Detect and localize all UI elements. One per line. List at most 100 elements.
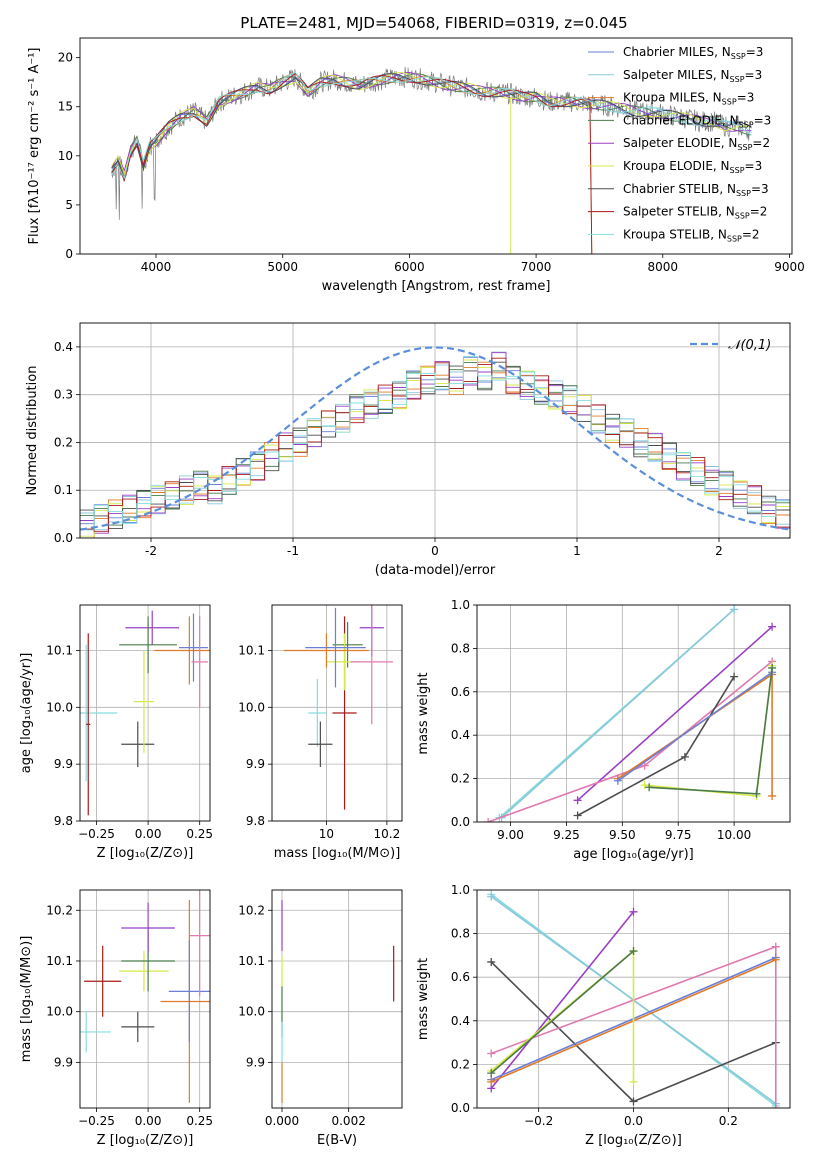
x-tick-label: -2 [145,544,157,558]
x-tick-label: −0.2 [524,1114,553,1128]
model-spectrum [111,73,752,180]
y-tick-label: 9.9 [246,757,265,771]
y-tick-label: 0.0 [54,531,73,545]
axes-frame [79,604,211,822]
x-axis-label: Z [log₁₀(Z/Z⊙)] [585,1133,682,1148]
model-spectrum [111,72,593,254]
legend-suffix: =3 [745,68,763,82]
x-tick-label: 10 [319,827,334,841]
y-tick-label: 10.0 [46,700,73,714]
weight-point-marker [768,791,777,800]
axes-frame [79,322,791,539]
y-tick-label: 9.8 [246,814,265,828]
plot-area [80,890,210,1108]
legend-suffix: =3 [754,113,772,127]
y-tick-label: 0.1 [54,483,73,497]
panel-mass-vs-ebv: 0.000 0.002 9.9 10.0 10.1 10.2 E(B-V) [238,889,403,1148]
weight-point-marker [487,957,496,966]
plot-area [272,605,402,821]
panel-weight-vs-Z: −0.2 0.0 0.2 0.0 0.2 0.4 0.6 0.8 1.0 Z [log₁₀(Z/Z… [416,883,791,1148]
legend-entry: Salpeter MILES, NSSP=3 [623,68,762,84]
x-axis-label: mass [log₁₀(M/M⊙)] [274,846,401,861]
legend-label: Salpeter STELIB, N [623,205,735,219]
x-axis-label: Z [log₁₀(Z/Z⊙)] [97,1133,194,1148]
weight-point-marker [613,776,622,785]
y-tick-label: 0.8 [451,927,470,941]
weight-point-marker [771,955,780,964]
weight-point-marker [645,783,654,792]
legend-suffix: =3 [751,182,769,196]
legend-sub: SSP [737,143,752,152]
legend-entry: 𝒩(0,1) [728,338,771,353]
legend-label: Kroupa ELODIE, N [623,159,730,173]
legend-sub: SSP [736,189,751,198]
legend-label: Chabrier MILES, N [623,45,731,59]
figure-title: PLATE=2481, MJD=54068, FIBERID=0319, z=0… [240,14,627,32]
x-tick-label: 0.002 [331,1114,365,1128]
x-tick-label: 9.00 [497,828,524,842]
legend-sub: SSP [731,52,746,61]
legend-entry: Chabrier STELIB, NSSP=3 [623,182,769,198]
legend-entry: Salpeter STELIB, NSSP=2 [623,205,767,221]
y-tick-label: 0.3 [54,388,73,402]
axes-frame [79,37,793,255]
legend-suffix: =3 [745,159,763,173]
legend-sub: SSP [727,234,742,243]
legend-suffix: =3 [746,45,764,59]
y-tick-label: 10.1 [238,643,265,657]
weight-point-marker [771,1104,780,1108]
weight-line [577,676,735,817]
y-tick-label: 0.2 [451,1057,470,1071]
weight-point-marker [640,781,649,790]
x-tick-label: 1 [573,544,581,558]
legend-suffix: =2 [752,136,770,150]
y-tick-label: 1.0 [451,598,470,612]
weight-point-marker [487,1049,496,1058]
y-axis-label: Normed distribution [25,366,40,496]
weight-line [490,950,635,1074]
weight-point-marker [573,796,582,805]
weight-point-marker [730,672,739,681]
y-tick-label: 0.4 [451,1014,470,1028]
x-axis-label: age [log₁₀(age/yr)] [573,847,694,862]
x-axis-label: wavelength [Angstrom, rest frame] [322,279,551,294]
x-tick-label: 0.2 [719,1114,738,1128]
y-tick-label: 9.8 [54,814,73,828]
weight-point-marker [629,1097,638,1106]
model-spectrum [111,71,752,175]
legend-entry: Chabrier ELODIE, NSSP=3 [623,113,771,129]
x-tick-label: 0.00 [135,1114,162,1128]
legend-label: Chabrier STELIB, N [623,182,736,196]
y-axis-label: mass [log₁₀(M/M⊙)] [19,936,34,1063]
legend-sub: SSP [735,212,750,221]
y-tick-label: 9.9 [54,1055,73,1069]
legend-sub: SSP [739,120,754,129]
plot-area [477,890,790,1108]
panel-mass-vs-Z: −0.25 0.00 0.25 9.9 10.0 10.1 10.2 Z [log₁₀(Z/Z… [19,889,213,1148]
legend-entry: Kroupa ELODIE, NSSP=3 [623,159,762,175]
weight-point-marker [768,622,777,631]
legend-entry: Salpeter ELODIE, NSSP=2 [623,136,770,152]
y-tick-label: 0.4 [451,728,470,742]
y-axis-label: Flux [fλ10⁻¹⁷ erg cm⁻² s⁻¹ A⁻¹] [27,48,42,245]
x-tick-label: 6000 [394,260,425,274]
plot-area [80,323,790,538]
axes-frame [271,604,403,822]
weight-line [577,626,773,801]
y-tick-label: 0.2 [451,772,470,786]
weight-point-marker [487,892,496,901]
legend-entry: Kroupa STELIB, NSSP=2 [623,227,760,243]
axes-frame [476,889,791,1109]
panel-weight-vs-age: 9.00 9.25 9.50 9.75 10.00 0.0 0.2 0.4 0.6 0.8 1.0 a… [416,598,791,862]
plot-area [111,66,752,254]
x-tick-label: 8000 [648,260,679,274]
y-tick-label: 0.4 [54,340,73,354]
plot-area [477,605,790,822]
weight-point-marker [752,789,761,798]
histogram-series [80,356,790,531]
y-tick-label: 0.0 [451,1101,470,1115]
x-tick-label: 9000 [774,260,805,274]
observed-spectrum [111,66,752,220]
weight-point-marker [629,1077,638,1086]
weight-line [501,608,735,819]
